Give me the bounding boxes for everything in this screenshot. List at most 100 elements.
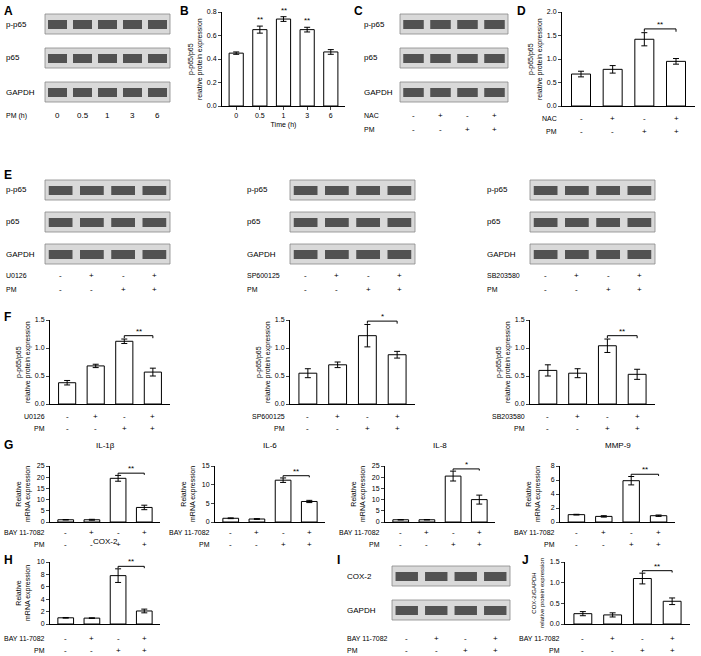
svg-text:1.0: 1.0 [515,344,525,351]
svg-text:1.5: 1.5 [547,32,557,39]
svg-text:+: + [307,528,312,537]
svg-text:+: + [152,271,157,280]
svg-text:0.8: 0.8 [207,8,217,15]
svg-text:-: - [367,271,370,280]
svg-text:-: - [546,424,549,433]
svg-text:1.5: 1.5 [35,316,45,323]
svg-text:-: - [122,271,125,280]
svg-text:SP600125: SP600125 [252,413,285,420]
svg-text:-: - [544,285,547,294]
svg-text:0.5: 0.5 [35,372,45,379]
svg-text:+: + [142,634,147,643]
svg-text:20: 20 [372,474,380,481]
svg-text:p65: p65 [6,53,20,62]
svg-text:0.5: 0.5 [547,79,557,86]
svg-text:COX-2/GAPDHrelative protein ex: COX-2/GAPDHrelative protein expression [531,558,545,628]
svg-text:2: 2 [41,608,45,615]
svg-text:+: + [635,424,640,433]
svg-text:+: + [366,285,371,294]
svg-text:-: - [335,285,338,294]
svg-text:-: - [306,412,309,421]
svg-text:PM: PM [34,647,45,654]
svg-text:0.0: 0.0 [207,102,217,109]
svg-text:0.6: 0.6 [207,32,217,39]
svg-text:+: + [152,285,157,294]
svg-text:+: + [116,646,121,655]
svg-text:+: + [601,528,606,537]
svg-text:+: + [121,285,126,294]
svg-text:0.5: 0.5 [255,112,265,119]
svg-text:B: B [180,4,189,18]
svg-text:-: - [229,540,232,549]
svg-text:5: 5 [376,507,380,514]
svg-text:+: + [610,114,615,123]
svg-text:+: + [142,646,147,655]
svg-text:+: + [397,271,402,280]
svg-text:COX-2: COX-2 [93,537,118,546]
svg-text:SB203580: SB203580 [487,272,520,279]
svg-text:PM: PM [34,425,45,432]
svg-text:+: + [637,271,642,280]
svg-text:p-p65: p-p65 [487,185,508,194]
svg-text:+: + [89,271,94,280]
svg-text:PM: PM [6,286,17,293]
svg-text:-: - [602,540,605,549]
svg-text:p65: p65 [247,217,261,226]
svg-text:-: - [399,528,402,537]
svg-text:-: - [575,285,578,294]
svg-text:-: - [405,634,408,643]
svg-text:-: - [611,646,614,655]
svg-text:+: + [492,111,497,120]
svg-text:5: 5 [206,500,210,507]
svg-text:MMP-9: MMP-9 [605,441,631,450]
svg-text:IL-8: IL-8 [433,441,447,450]
svg-text:U0126: U0126 [24,413,45,420]
svg-text:-: - [255,540,258,549]
svg-text:+: + [281,540,286,549]
svg-text:10: 10 [202,481,210,488]
svg-text:1: 1 [105,111,110,120]
svg-text:NAC: NAC [364,112,379,119]
svg-text:-: - [64,646,67,655]
svg-text:p-p65: p-p65 [6,185,27,194]
svg-text:0.0: 0.0 [35,400,45,407]
svg-text:-: - [90,646,93,655]
svg-text:0: 0 [41,518,45,525]
svg-text:COX-2: COX-2 [347,572,372,581]
svg-text:+: + [575,412,580,421]
svg-text:20: 20 [37,474,45,481]
svg-text:0.4: 0.4 [207,55,217,62]
svg-text:-: - [435,646,438,655]
svg-text:-: - [575,528,578,537]
svg-text:IL-6: IL-6 [263,441,277,450]
svg-text:+: + [395,424,400,433]
svg-text:PM: PM [247,286,258,293]
svg-text:15: 15 [202,462,210,469]
svg-text:-: - [466,111,469,120]
svg-text:-: - [66,424,69,433]
svg-text:0.0: 0.0 [275,400,285,407]
svg-text:-: - [59,285,62,294]
svg-text:0.0: 0.0 [515,400,525,407]
svg-text:p-p65/p65relative protein expr: p-p65/p65relative protein expression [255,321,272,403]
svg-text:SB203580: SB203580 [492,413,525,420]
svg-text:PM: PM [199,541,210,548]
svg-text:**: ** [281,6,287,15]
svg-text:p65: p65 [6,217,20,226]
svg-text:-: - [412,125,415,134]
svg-text:**: ** [293,467,299,476]
svg-text:+: + [465,125,470,134]
svg-text:6: 6 [551,476,555,483]
svg-text:PM: PM [544,541,555,548]
svg-text:3: 3 [130,111,135,120]
svg-text:Time (h): Time (h) [271,121,297,129]
svg-text:BAY 11-7082: BAY 11-7082 [169,529,210,536]
svg-text:-: - [336,424,339,433]
svg-text:BAY 11-7082: BAY 11-7082 [519,635,560,642]
svg-text:BAY 11-7082: BAY 11-7082 [347,635,388,642]
svg-text:+: + [629,540,634,549]
svg-text:p-p65: p-p65 [364,20,385,29]
svg-text:*: * [465,460,468,469]
svg-text:-: - [306,424,309,433]
svg-text:+: + [642,127,647,136]
